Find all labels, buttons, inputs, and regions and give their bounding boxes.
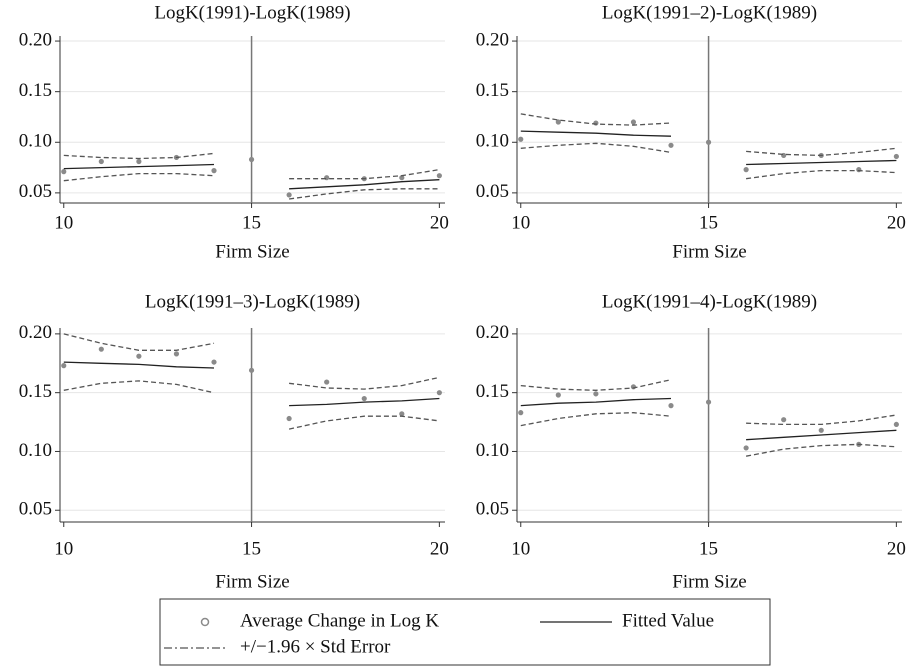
x-tick-label: 10 xyxy=(511,538,530,559)
data-point xyxy=(61,169,67,175)
y-tick-label: 0.05 xyxy=(476,499,509,520)
y-tick-label: 0.10 xyxy=(476,440,509,461)
x-tick-label: 10 xyxy=(54,538,73,559)
data-point xyxy=(593,391,599,397)
ci-line xyxy=(520,379,897,426)
data-point xyxy=(399,411,405,417)
y-tick-label: 0.05 xyxy=(19,181,52,202)
data-point xyxy=(211,359,217,365)
data-point xyxy=(518,136,524,142)
fit-line xyxy=(63,163,440,190)
data-point xyxy=(555,119,561,125)
chart-title: LogK(1991)-LogK(1989) xyxy=(154,2,350,23)
data-point xyxy=(324,379,330,385)
x-tick-label: 20 xyxy=(887,212,906,233)
legend-label: Average Change in Log K xyxy=(240,610,439,631)
data-point xyxy=(436,173,442,179)
data-point xyxy=(211,168,217,174)
data-point xyxy=(436,390,442,396)
x-tick-label: 10 xyxy=(54,212,73,233)
data-point xyxy=(743,167,749,173)
x-axis-label: Firm Size xyxy=(215,241,289,262)
data-point xyxy=(743,445,749,451)
legend-label: +/−1.96 × Std Error xyxy=(240,636,391,657)
data-point xyxy=(705,139,712,145)
x-tick-label: 20 xyxy=(430,212,449,233)
data-point xyxy=(893,153,899,160)
y-tick-label: 0.05 xyxy=(19,499,52,520)
y-tick-label: 0.10 xyxy=(19,131,52,152)
data-point xyxy=(705,399,712,405)
fit-line xyxy=(520,130,897,166)
data-point xyxy=(630,119,637,125)
data-point xyxy=(136,158,142,165)
x-axis-label: Firm Size xyxy=(672,241,746,262)
y-tick-label: 0.20 xyxy=(476,322,509,343)
data-point xyxy=(361,395,367,402)
fit-line xyxy=(520,397,897,441)
data-point xyxy=(668,142,674,148)
data-point xyxy=(893,421,899,428)
data-point xyxy=(668,402,674,409)
legend-label: Fitted Value xyxy=(622,610,714,631)
data-point xyxy=(286,192,292,198)
data-point xyxy=(98,346,104,352)
ci-line xyxy=(520,142,897,180)
y-tick-label: 0.20 xyxy=(19,322,52,343)
legend-box xyxy=(159,598,771,666)
y-tick-label: 0.10 xyxy=(476,131,509,152)
x-tick-label: 20 xyxy=(430,538,449,559)
x-axis-label: Firm Size xyxy=(672,571,746,592)
data-point xyxy=(781,417,787,423)
fit-line xyxy=(63,361,440,407)
y-tick-label: 0.15 xyxy=(476,80,509,101)
x-tick-label: 10 xyxy=(511,212,530,233)
ci-line xyxy=(63,172,440,200)
data-point xyxy=(248,156,255,163)
x-axis-label: Firm Size xyxy=(215,571,289,592)
data-point xyxy=(136,353,142,359)
data-point xyxy=(286,415,292,422)
data-point xyxy=(518,410,524,416)
data-point xyxy=(61,363,67,369)
legend: Average Change in Log K Fitted Value +/−… xyxy=(159,598,771,666)
y-tick-label: 0.15 xyxy=(19,381,52,402)
x-tick-label: 20 xyxy=(887,538,906,559)
x-tick-label: 15 xyxy=(699,212,718,233)
x-tick-label: 15 xyxy=(699,538,718,559)
legend-marker xyxy=(200,617,210,627)
data-point xyxy=(555,392,561,398)
y-tick-label: 0.20 xyxy=(19,29,52,50)
data-point xyxy=(98,158,104,165)
y-tick-label: 0.05 xyxy=(476,181,509,202)
ci-line xyxy=(520,412,897,457)
ci-line xyxy=(520,113,897,157)
chart-title: LogK(1991–4)-LogK(1989) xyxy=(602,291,817,312)
ci-line xyxy=(63,380,440,430)
x-tick-label: 15 xyxy=(242,538,261,559)
data-point xyxy=(818,427,824,433)
y-tick-label: 0.15 xyxy=(19,80,52,101)
ci-line xyxy=(63,333,440,390)
y-tick-label: 0.15 xyxy=(476,381,509,402)
chart-title: LogK(1991–3)-LogK(1989) xyxy=(145,291,360,312)
y-tick-label: 0.20 xyxy=(476,29,509,50)
x-tick-label: 15 xyxy=(242,212,261,233)
data-point xyxy=(173,351,180,357)
y-tick-label: 0.10 xyxy=(19,440,52,461)
ci-line xyxy=(63,152,440,180)
data-point xyxy=(248,367,255,373)
chart-title: LogK(1991–2)-LogK(1989) xyxy=(602,2,817,23)
